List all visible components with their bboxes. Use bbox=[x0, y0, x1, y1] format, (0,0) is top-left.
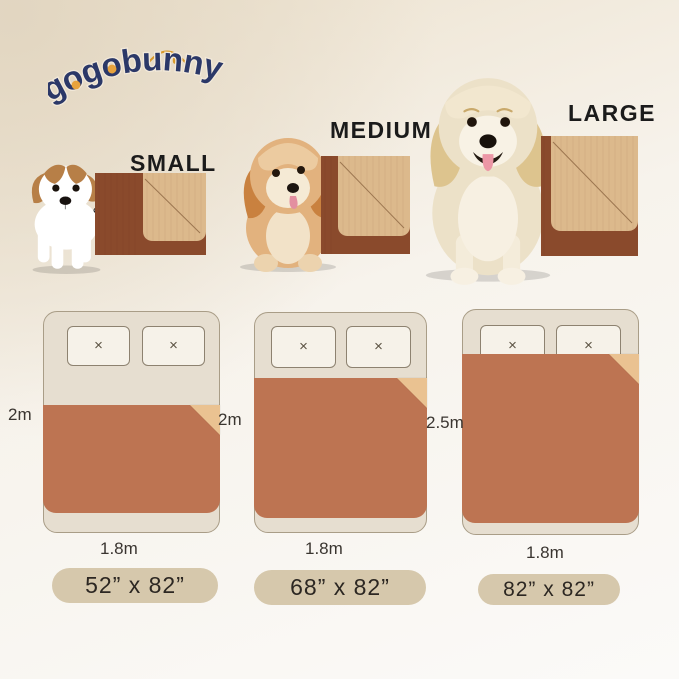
svg-text:gogobunny: gogobunny bbox=[48, 40, 228, 108]
